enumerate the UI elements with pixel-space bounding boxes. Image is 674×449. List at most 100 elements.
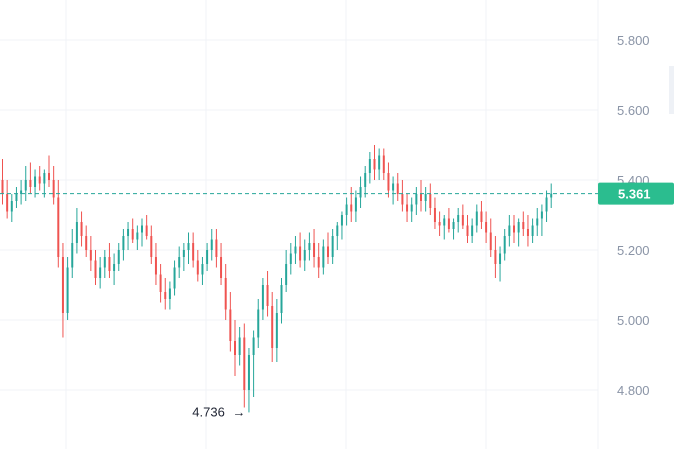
candle-body xyxy=(238,337,241,355)
y-tick-label: 5.600 xyxy=(617,103,650,118)
candle-body xyxy=(350,204,353,212)
candle xyxy=(24,166,27,201)
candle-body xyxy=(471,225,474,236)
candle xyxy=(382,148,385,180)
candle-body xyxy=(210,239,213,250)
candle-body xyxy=(173,267,176,289)
candle xyxy=(220,243,223,285)
candle-body xyxy=(24,180,27,191)
candle xyxy=(243,323,246,408)
candle-body xyxy=(48,173,50,180)
candle xyxy=(224,264,227,320)
candle xyxy=(57,180,60,268)
candle xyxy=(94,250,97,285)
candle-body xyxy=(29,180,32,187)
candle-body xyxy=(373,159,376,170)
candle-body xyxy=(499,253,502,264)
candle-body xyxy=(75,222,78,243)
candle-body xyxy=(345,204,348,215)
candle-body xyxy=(294,246,297,254)
candle-body xyxy=(10,201,13,212)
candle-body xyxy=(489,232,492,250)
candle-body xyxy=(461,215,464,226)
candle xyxy=(461,204,464,229)
candle-body xyxy=(475,211,478,226)
candle xyxy=(145,215,148,240)
candle xyxy=(536,208,539,236)
candle xyxy=(48,155,50,187)
candle xyxy=(201,257,204,285)
candle xyxy=(85,225,88,257)
candle xyxy=(303,239,306,271)
candle xyxy=(280,278,283,324)
candle xyxy=(345,197,348,226)
candle xyxy=(182,243,185,271)
candle xyxy=(378,148,381,180)
candle-body xyxy=(368,159,371,173)
y-tick-label: 5.800 xyxy=(617,33,650,48)
candle-body xyxy=(517,222,520,233)
last-price-tag: 5.361 xyxy=(598,182,674,205)
candle-body xyxy=(545,197,548,212)
candle xyxy=(113,253,116,285)
candle xyxy=(359,176,362,208)
right-edge-panel-tab[interactable] xyxy=(669,66,674,114)
candle xyxy=(206,243,209,271)
candle xyxy=(420,180,422,212)
candle xyxy=(308,232,311,261)
candle xyxy=(150,225,153,264)
candle xyxy=(364,166,367,198)
candle-body xyxy=(354,197,357,212)
candle-body xyxy=(275,313,278,348)
candle xyxy=(313,229,316,268)
candle xyxy=(15,187,18,208)
candle-body xyxy=(43,173,46,184)
candle-body xyxy=(531,225,534,236)
candle-body xyxy=(145,225,148,236)
last-price-label: 5.361 xyxy=(618,187,651,202)
candle xyxy=(489,218,492,257)
candle xyxy=(499,246,502,282)
candle-body xyxy=(322,246,325,268)
candle xyxy=(443,215,446,240)
candle-body xyxy=(220,257,223,278)
candle xyxy=(257,299,260,348)
candle-body xyxy=(415,194,418,205)
candle-body xyxy=(299,246,302,261)
candle xyxy=(229,292,232,352)
candle-body xyxy=(94,260,97,278)
candle xyxy=(34,169,37,198)
candle-body xyxy=(187,243,190,250)
candle xyxy=(350,187,353,222)
candle xyxy=(196,250,199,282)
candle-body xyxy=(164,292,167,299)
candle-body xyxy=(247,355,250,390)
candle-body xyxy=(303,250,306,261)
candle-body xyxy=(452,222,455,229)
candle xyxy=(1,159,4,205)
candle xyxy=(392,176,395,205)
candle xyxy=(168,281,171,310)
candle xyxy=(429,183,432,215)
candle xyxy=(131,218,134,243)
candle xyxy=(471,218,474,243)
candle xyxy=(66,257,69,320)
candle-body xyxy=(340,215,343,226)
candle-body xyxy=(271,306,274,348)
candle-body xyxy=(234,341,236,355)
candle-body xyxy=(150,236,153,257)
candle-body xyxy=(438,222,441,226)
candle xyxy=(10,194,13,222)
candle-body xyxy=(141,225,143,233)
candle xyxy=(299,232,302,268)
candle-body xyxy=(359,187,362,198)
candle-body xyxy=(57,197,60,257)
candle xyxy=(154,243,157,285)
candle xyxy=(71,229,74,278)
candle-body xyxy=(364,173,367,187)
candle xyxy=(447,208,450,233)
candle-body xyxy=(215,239,218,257)
candle xyxy=(494,236,497,278)
y-tick-label: 5.200 xyxy=(617,243,650,258)
